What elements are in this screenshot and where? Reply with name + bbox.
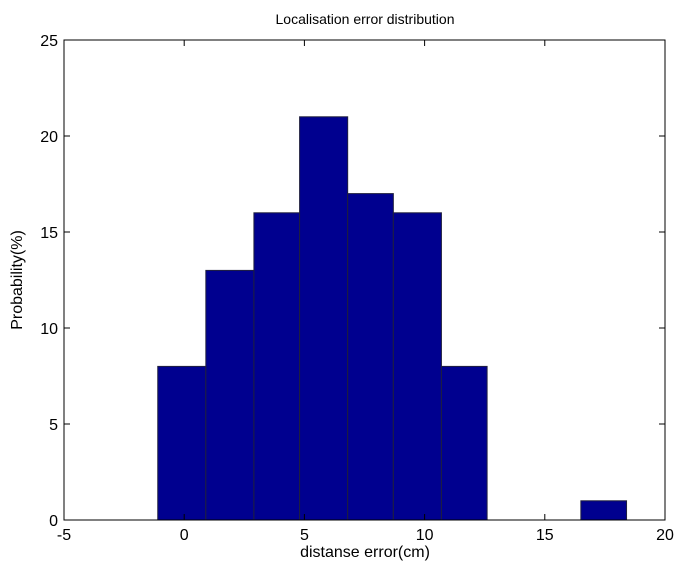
histogram-bar-6 xyxy=(440,365,488,521)
chart-title: Localisation error distribution xyxy=(276,11,455,27)
x-tick-label-5: 20 xyxy=(656,527,674,544)
histogram-bar-9 xyxy=(580,500,628,521)
y-tick-label-3: 15 xyxy=(40,225,58,242)
y-tick-label-2: 10 xyxy=(40,321,58,338)
histogram-bar-5 xyxy=(392,212,442,521)
histogram-bar-4 xyxy=(347,193,394,521)
x-tick-label-2: 5 xyxy=(300,527,309,544)
y-tick-label-1: 5 xyxy=(49,417,58,434)
x-axis-title: distanse error(cm) xyxy=(300,544,430,561)
plot-frame xyxy=(63,39,666,521)
y-tick-label-5: 25 xyxy=(40,33,58,50)
histogram-bar-2 xyxy=(253,212,301,521)
y-tick-label-4: 20 xyxy=(40,129,58,146)
histogram-bar-1 xyxy=(205,269,255,521)
x-tick-label-3: 10 xyxy=(416,527,434,544)
bars-group xyxy=(157,116,628,521)
y-tick-label-0: 0 xyxy=(49,513,58,530)
histogram-bar-0 xyxy=(157,365,207,521)
y-axis-title: Probability(%) xyxy=(9,230,26,330)
histogram-bar-3 xyxy=(299,116,349,521)
x-tick-label-1: 0 xyxy=(180,527,189,544)
x-tick-label-0: -5 xyxy=(57,527,71,544)
x-tick-label-4: 15 xyxy=(536,527,554,544)
